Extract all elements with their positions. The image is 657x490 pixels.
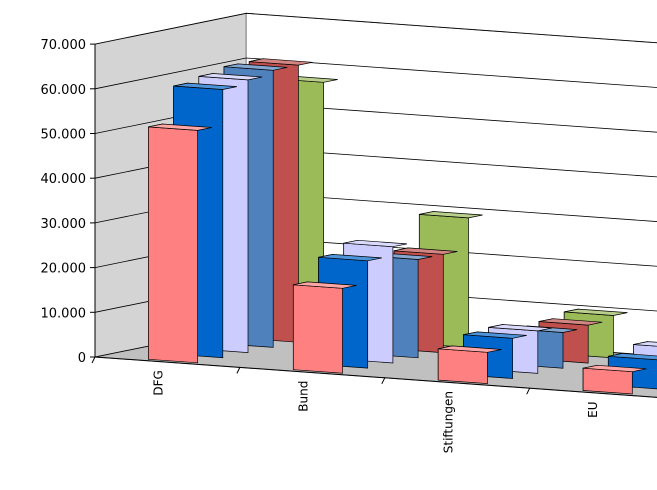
bar-top [394, 247, 458, 255]
bar-top [148, 123, 212, 131]
bar-top [488, 324, 552, 332]
y-tick-label: 50.000 [41, 128, 87, 143]
bar-top [293, 281, 357, 289]
x-tick-mark [381, 377, 386, 385]
bar-top [249, 58, 313, 66]
y-tick-label: 10.000 [41, 306, 87, 321]
y-tick-label: 0 [78, 351, 86, 366]
bar-top [583, 364, 647, 373]
bar-top [608, 353, 657, 361]
gridline [94, 57, 657, 90]
bar-top [318, 254, 382, 262]
x-axis-line [94, 356, 657, 398]
bar-2014-EU [582, 364, 647, 395]
y-tick-label: 60.000 [41, 83, 87, 98]
y-tick-label: 20.000 [41, 262, 87, 277]
x-tick-label: DFG [151, 370, 165, 395]
x-tick-label: Bund [296, 381, 310, 412]
bar-top [223, 63, 288, 71]
bar-front [148, 126, 198, 364]
bar-top [173, 82, 237, 90]
bar-top [633, 341, 657, 347]
x-tick-mark [91, 356, 96, 364]
y-tick-label: 40.000 [41, 172, 87, 187]
bar-2014-DFG [148, 123, 212, 364]
y-tick-label: 70.000 [41, 38, 87, 53]
bar-top [419, 211, 483, 219]
bar-front [437, 348, 488, 384]
bar-top [564, 308, 628, 316]
bar-top [438, 345, 502, 353]
x-axis: DFGBundStiftungenEUWirtschaftDAADSonstig… [91, 356, 657, 453]
bar-front [292, 284, 343, 374]
x-tick-mark [236, 367, 241, 374]
bar-front [582, 367, 633, 395]
bar-2014-Bund [292, 281, 357, 374]
y-tick-label: 30.000 [41, 217, 87, 232]
x-tick-label: Stiftungen [441, 391, 455, 453]
x-tick-label: EU [586, 401, 600, 417]
x-tick-mark [526, 387, 531, 395]
bar-top [538, 318, 603, 326]
bar-top [463, 331, 527, 339]
bar-top [198, 73, 263, 81]
bars [148, 58, 657, 395]
bar-top [343, 239, 408, 248]
gridline [94, 12, 657, 45]
bar-2014-Stiftungen [437, 345, 502, 384]
